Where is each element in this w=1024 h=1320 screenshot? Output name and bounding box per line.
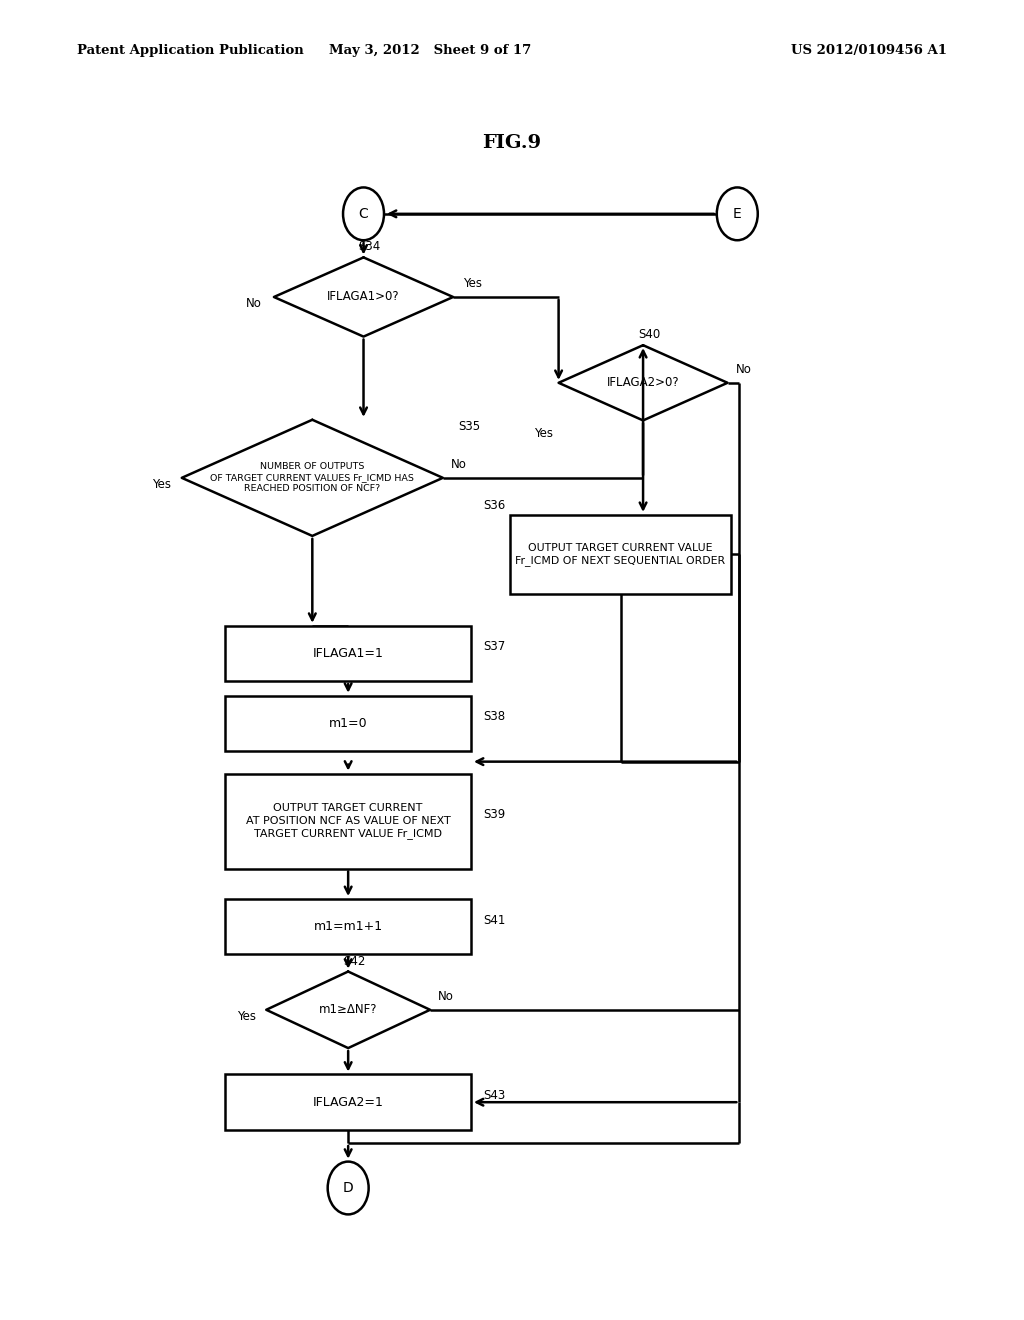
Text: Yes: Yes [535, 428, 553, 440]
Text: S36: S36 [483, 499, 506, 512]
Bar [225, 774, 471, 869]
Text: IFLAGA1=1: IFLAGA1=1 [312, 647, 384, 660]
Text: m1=m1+1: m1=m1+1 [313, 920, 383, 933]
Text: No: No [451, 458, 467, 471]
Text: May 3, 2012   Sheet 9 of 17: May 3, 2012 Sheet 9 of 17 [329, 44, 531, 57]
Bar [225, 696, 471, 751]
Bar [510, 515, 731, 594]
Text: IFLAGA1>0?: IFLAGA1>0? [328, 290, 399, 304]
Text: US 2012/0109456 A1: US 2012/0109456 A1 [792, 44, 947, 57]
Text: OUTPUT TARGET CURRENT VALUE
Fr_ICMD OF NEXT SEQUENTIAL ORDER: OUTPUT TARGET CURRENT VALUE Fr_ICMD OF N… [515, 543, 726, 566]
Text: m1=0: m1=0 [329, 717, 368, 730]
Text: S39: S39 [483, 808, 506, 821]
Text: S38: S38 [483, 710, 506, 723]
Bar [225, 899, 471, 954]
Text: C: C [358, 207, 369, 220]
Text: NUMBER OF OUTPUTS
OF TARGET CURRENT VALUES Fr_ICMD HAS
REACHED POSITION OF NCF?: NUMBER OF OUTPUTS OF TARGET CURRENT VALU… [210, 462, 415, 494]
Text: S41: S41 [483, 913, 506, 927]
Text: Yes: Yes [463, 277, 482, 290]
Text: FIG.9: FIG.9 [482, 133, 542, 152]
Text: Patent Application Publication: Patent Application Publication [77, 44, 303, 57]
Text: No: No [246, 297, 261, 310]
Text: Yes: Yes [237, 1010, 256, 1023]
Bar [225, 1074, 471, 1130]
Text: S42: S42 [343, 954, 366, 968]
Text: IFLAGA2=1: IFLAGA2=1 [312, 1096, 384, 1109]
Text: No: No [438, 990, 455, 1003]
Text: S34: S34 [358, 240, 381, 253]
Text: S40: S40 [638, 329, 660, 342]
Text: m1≥ΔNF?: m1≥ΔNF? [318, 1003, 378, 1016]
Text: No: No [735, 363, 752, 376]
Text: Yes: Yes [153, 478, 171, 491]
Text: S35: S35 [459, 420, 480, 433]
Text: OUTPUT TARGET CURRENT
AT POSITION NCF AS VALUE OF NEXT
TARGET CURRENT VALUE Fr_I: OUTPUT TARGET CURRENT AT POSITION NCF AS… [246, 803, 451, 840]
Text: S37: S37 [483, 640, 506, 653]
Text: D: D [343, 1181, 353, 1195]
Bar [225, 626, 471, 681]
Text: IFLAGA2>0?: IFLAGA2>0? [607, 376, 679, 389]
Text: S43: S43 [483, 1089, 506, 1102]
Text: E: E [733, 207, 741, 220]
